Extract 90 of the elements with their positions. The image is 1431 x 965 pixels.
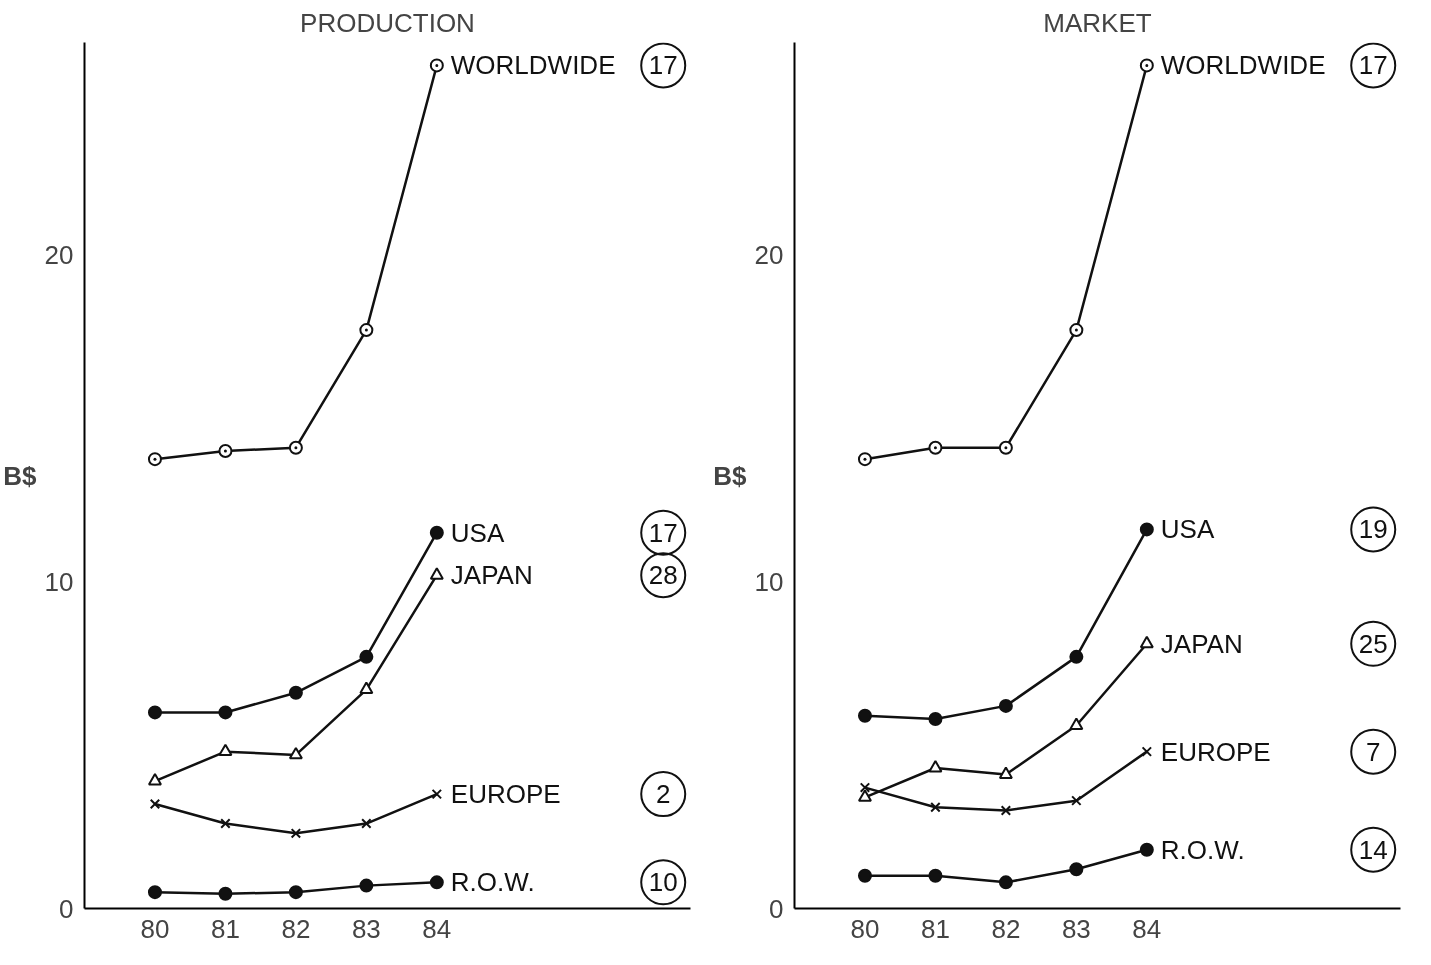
series-label: EUROPE xyxy=(1160,736,1271,767)
point xyxy=(1000,805,1012,816)
point xyxy=(220,818,231,829)
point xyxy=(857,868,872,883)
point xyxy=(1139,635,1154,649)
point xyxy=(361,818,372,829)
point xyxy=(147,452,162,467)
annotation: 19 xyxy=(1358,514,1388,545)
point xyxy=(149,798,161,810)
series-label: EUROPE xyxy=(450,779,561,810)
point xyxy=(288,440,303,455)
series-label: JAPAN xyxy=(1160,628,1243,659)
point xyxy=(1069,862,1084,877)
point xyxy=(147,773,162,786)
point xyxy=(290,828,302,839)
x-tick-label: 82 xyxy=(281,913,311,944)
x-tick-label: 84 xyxy=(1132,913,1162,944)
point xyxy=(147,885,162,900)
point xyxy=(218,886,233,901)
annotation: 10 xyxy=(648,867,678,898)
point xyxy=(928,760,943,773)
annotation: 28 xyxy=(648,560,678,591)
y-tick-label: 10 xyxy=(754,566,784,597)
point xyxy=(1139,58,1154,73)
point xyxy=(359,681,374,695)
point xyxy=(998,440,1013,455)
point xyxy=(857,789,872,802)
point xyxy=(147,705,162,720)
point xyxy=(429,875,444,890)
point xyxy=(288,685,303,700)
point xyxy=(928,711,943,726)
x-tick-label: 82 xyxy=(991,913,1021,944)
point xyxy=(429,58,444,73)
point xyxy=(1141,746,1153,757)
point xyxy=(288,746,303,760)
x-tick-label: 84 xyxy=(422,913,452,944)
point xyxy=(1069,323,1084,338)
x-tick-label: 81 xyxy=(210,913,240,944)
annotation: 25 xyxy=(1358,628,1388,659)
point xyxy=(359,323,374,338)
y-tick-label: 0 xyxy=(769,893,784,924)
x-tick-label: 83 xyxy=(1061,913,1091,944)
annotation: 17 xyxy=(1358,50,1388,81)
point xyxy=(998,698,1013,713)
series-label: R.O.W. xyxy=(450,867,535,898)
y-tick-label: 20 xyxy=(754,239,784,270)
point xyxy=(1139,842,1154,857)
y-tick-label: 0 xyxy=(59,893,74,924)
annotation: 17 xyxy=(648,517,678,548)
point xyxy=(218,444,233,458)
point xyxy=(429,567,444,580)
point xyxy=(928,440,943,455)
point xyxy=(998,875,1013,890)
y-axis-title: B$ xyxy=(3,460,38,491)
x-tick-label: 80 xyxy=(850,913,880,944)
point xyxy=(1071,795,1082,806)
series-label: JAPAN xyxy=(450,560,533,591)
annotation: 17 xyxy=(648,50,678,81)
point xyxy=(429,525,444,540)
chart-title: PRODUCTION xyxy=(300,7,475,38)
point xyxy=(218,743,233,757)
point xyxy=(1069,649,1084,664)
x-tick-label: 80 xyxy=(140,913,170,944)
point xyxy=(930,801,941,813)
point xyxy=(431,788,443,800)
chart-title: MARKET xyxy=(1043,7,1152,38)
legend-label: WORLDWIDE xyxy=(1160,50,1326,81)
y-tick-label: 10 xyxy=(44,566,74,597)
series-label: USA xyxy=(1160,514,1215,545)
point xyxy=(218,705,233,720)
point xyxy=(859,782,871,793)
annotation: 7 xyxy=(1366,736,1381,767)
annotation: 14 xyxy=(1358,834,1388,865)
point xyxy=(359,878,374,893)
legend-label: WORLDWIDE xyxy=(450,50,616,81)
point xyxy=(1069,717,1084,730)
point xyxy=(1139,522,1154,537)
y-tick-label: 20 xyxy=(44,239,74,270)
x-tick-label: 81 xyxy=(920,913,950,944)
point xyxy=(288,885,303,900)
annotation: 2 xyxy=(656,779,671,810)
y-axis-title: B$ xyxy=(713,460,748,491)
point xyxy=(857,452,872,467)
series-label: R.O.W. xyxy=(1160,834,1245,865)
x-tick-label: 83 xyxy=(351,913,381,944)
point xyxy=(359,649,374,664)
point xyxy=(857,708,872,723)
point xyxy=(998,766,1013,779)
series-label: USA xyxy=(450,517,505,548)
point xyxy=(928,868,943,883)
